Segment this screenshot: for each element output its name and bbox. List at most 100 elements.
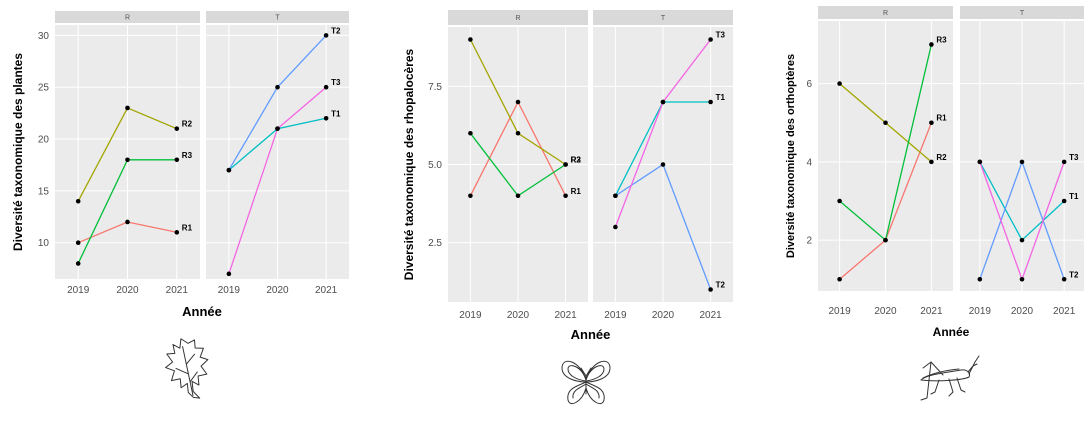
data-point-T3 bbox=[226, 271, 232, 277]
chart-1: R R1 R2 R3 2019 2020 2021 T T1 T2 T3 2019 2020 2021 10… bbox=[11, 11, 349, 399]
facet-strip-label: T bbox=[275, 15, 280, 22]
data-point-R3 bbox=[75, 261, 81, 266]
data-point-T2 bbox=[613, 193, 618, 199]
data-point-T2 bbox=[977, 276, 983, 282]
x-tick-label: 2020 bbox=[266, 285, 289, 296]
facet-strip bbox=[593, 10, 733, 25]
x-tick-label: 2019 bbox=[604, 310, 627, 321]
facet-panel-T: T T1 T2 T3 2019 2020 2021 bbox=[206, 11, 349, 296]
data-point-R1 bbox=[468, 193, 473, 199]
data-point-T1 bbox=[1019, 237, 1025, 243]
y-tick-label: 20 bbox=[38, 135, 50, 146]
x-axis-title: Année bbox=[933, 325, 970, 339]
y-tick-label: 7.5 bbox=[428, 82, 442, 93]
facet-strip-label: T bbox=[661, 15, 666, 22]
data-point-R2 bbox=[468, 37, 473, 42]
y-tick-label: 4 bbox=[806, 157, 812, 168]
series-end-label: R2 bbox=[936, 153, 947, 162]
y-tick-label: 25 bbox=[38, 83, 50, 94]
x-tick-label: 2020 bbox=[652, 310, 675, 321]
data-point-T3 bbox=[977, 159, 983, 165]
x-tick-label: 2019 bbox=[828, 306, 851, 317]
data-point-R3 bbox=[837, 198, 842, 204]
data-point-R3 bbox=[125, 157, 130, 163]
data-point-R2 bbox=[929, 159, 934, 165]
y-tick-label: 2.5 bbox=[428, 238, 442, 249]
x-axis-title: Année bbox=[182, 304, 222, 319]
data-point-R2 bbox=[515, 130, 521, 136]
x-tick-label: 2021 bbox=[315, 285, 338, 296]
data-point-T3 bbox=[660, 99, 666, 105]
data-point-T3 bbox=[1061, 159, 1067, 165]
series-end-label: T3 bbox=[331, 78, 341, 87]
data-point-R2 bbox=[125, 105, 130, 111]
facet-strip bbox=[55, 11, 200, 23]
series-end-label: R3 bbox=[182, 151, 193, 160]
x-tick-label: 2019 bbox=[459, 310, 482, 321]
facet-strip-label: R bbox=[515, 15, 520, 22]
data-point-R1 bbox=[563, 193, 568, 199]
data-point-T3 bbox=[1019, 276, 1025, 282]
x-tick-label: 2021 bbox=[1053, 306, 1076, 317]
data-point-R3 bbox=[515, 193, 521, 199]
y-tick-label: 2 bbox=[806, 236, 812, 247]
series-end-label: R1 bbox=[936, 114, 947, 123]
data-point-T2 bbox=[275, 84, 280, 90]
data-point-R1 bbox=[515, 99, 521, 105]
data-point-R2 bbox=[75, 198, 81, 204]
y-tick-label: 6 bbox=[806, 79, 812, 90]
series-end-label: T2 bbox=[1069, 270, 1079, 279]
x-tick-label: 2019 bbox=[969, 306, 992, 317]
series-end-label: R1 bbox=[182, 223, 193, 232]
series-end-label: T1 bbox=[331, 109, 341, 118]
facet-strip bbox=[206, 11, 349, 23]
y-tick-label: 15 bbox=[38, 186, 50, 197]
facet-panel-T: T T1 T2 T3 2019 2020 2021 bbox=[960, 6, 1084, 317]
data-point-R2 bbox=[837, 81, 842, 86]
facet-strip bbox=[818, 6, 953, 19]
series-end-label: R2 bbox=[571, 156, 582, 165]
series-end-label: R2 bbox=[182, 120, 193, 129]
data-point-R1 bbox=[75, 240, 81, 246]
facet-strip bbox=[448, 10, 588, 25]
x-tick-label: 2019 bbox=[218, 285, 241, 296]
x-tick-label: 2020 bbox=[116, 285, 139, 296]
series-end-label: T1 bbox=[716, 93, 726, 102]
grasshopper-icon bbox=[920, 355, 980, 401]
data-point-R2 bbox=[883, 120, 888, 126]
facet-panel-T: T T1 T2 T3 2019 2020 2021 bbox=[593, 10, 733, 321]
data-point-T2 bbox=[708, 287, 713, 292]
x-tick-label: 2021 bbox=[920, 306, 943, 317]
y-axis-title: Diversité taxonomique des orthoptères bbox=[785, 54, 797, 258]
y-axis-title: Diversité taxonomique des plantes bbox=[11, 53, 25, 251]
data-point-T1 bbox=[323, 116, 329, 121]
facet-strip-label: T bbox=[1020, 10, 1025, 17]
chart-3: R R1 R2 R3 2019 2020 2021 T T1 T2 T3 2019 2020 2021 2 4… bbox=[785, 6, 1084, 401]
data-point-T2 bbox=[226, 167, 232, 173]
oak-leaf-icon bbox=[165, 338, 209, 399]
data-point-T3 bbox=[708, 37, 713, 42]
butterfly-icon bbox=[561, 360, 611, 404]
series-end-label: T2 bbox=[716, 281, 726, 290]
series-end-label: R3 bbox=[571, 156, 582, 165]
x-tick-label: 2021 bbox=[554, 310, 577, 321]
data-point-T2 bbox=[323, 33, 329, 38]
data-point-R1 bbox=[837, 276, 842, 282]
facet-strip-label: R bbox=[883, 10, 888, 17]
data-point-T3 bbox=[323, 84, 329, 90]
series-end-label: R1 bbox=[571, 187, 582, 196]
series-end-label: T3 bbox=[1069, 153, 1079, 162]
data-point-T2 bbox=[1019, 159, 1025, 165]
y-tick-label: 30 bbox=[38, 31, 50, 42]
data-point-R3 bbox=[929, 42, 934, 47]
data-point-T2 bbox=[660, 162, 666, 167]
data-point-R3 bbox=[468, 130, 473, 136]
data-point-R1 bbox=[125, 219, 130, 225]
x-tick-label: 2021 bbox=[699, 310, 722, 321]
x-axis-title: Année bbox=[571, 327, 611, 342]
